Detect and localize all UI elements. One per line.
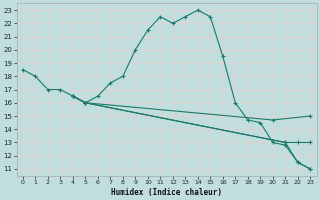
X-axis label: Humidex (Indice chaleur): Humidex (Indice chaleur) xyxy=(111,188,222,197)
